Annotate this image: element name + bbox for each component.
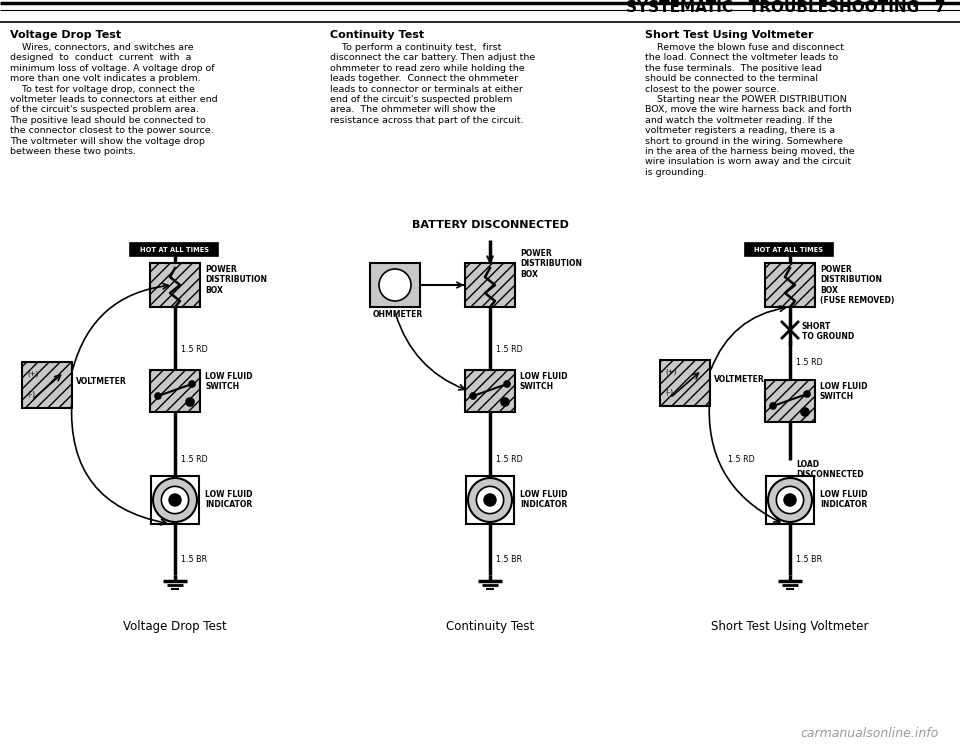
Text: HOT AT ALL TIMES: HOT AT ALL TIMES [139, 246, 208, 252]
Bar [466, 476, 514, 524]
Text: 1.5 RD: 1.5 RD [181, 455, 207, 464]
Bar [765, 263, 815, 307]
Bar [370, 263, 420, 307]
Bar [660, 360, 710, 406]
Text: LOW FLUID
SWITCH: LOW FLUID SWITCH [820, 382, 868, 401]
Bar [766, 476, 814, 524]
Text: SYSTEMATIC   TROUBLESHOOTING   7: SYSTEMATIC TROUBLESHOOTING 7 [626, 0, 945, 14]
Text: (-): (-) [27, 391, 35, 398]
Text: LOAD
DISCONNECTED: LOAD DISCONNECTED [796, 460, 864, 480]
Circle shape [379, 269, 411, 301]
Circle shape [777, 486, 804, 514]
Text: (-): (-) [665, 389, 673, 395]
Bar [22, 362, 72, 408]
Bar [745, 243, 833, 256]
Circle shape [501, 398, 509, 406]
Bar [150, 263, 200, 307]
Bar [150, 370, 200, 412]
Text: LOW FLUID
INDICATOR: LOW FLUID INDICATOR [520, 490, 567, 510]
Circle shape [470, 393, 476, 399]
Circle shape [770, 403, 776, 409]
Circle shape [476, 486, 504, 514]
Circle shape [169, 494, 181, 506]
Text: POWER
DISTRIBUTION
BOX
(FUSE REMOVED): POWER DISTRIBUTION BOX (FUSE REMOVED) [820, 265, 895, 305]
Text: OHMMETER: OHMMETER [373, 310, 423, 319]
Text: HOT AT ALL TIMES: HOT AT ALL TIMES [755, 246, 824, 252]
Text: 1.5 RD: 1.5 RD [729, 455, 755, 464]
Text: Remove the blown fuse and disconnect
the load. Connect the voltmeter leads to
th: Remove the blown fuse and disconnect the… [645, 43, 854, 177]
Text: SHORT
TO GROUND: SHORT TO GROUND [802, 322, 854, 342]
Text: LOW FLUID
INDICATOR: LOW FLUID INDICATOR [205, 490, 252, 510]
Text: 1.5 BR: 1.5 BR [496, 555, 522, 564]
Text: Continuity Test: Continuity Test [445, 620, 534, 633]
Bar [151, 476, 199, 524]
Text: (+): (+) [27, 371, 38, 377]
Bar [465, 263, 515, 307]
Text: 1.5 RD: 1.5 RD [181, 345, 207, 354]
Text: Short Test Using Voltmeter: Short Test Using Voltmeter [711, 620, 869, 633]
Text: LOW FLUID
SWITCH: LOW FLUID SWITCH [520, 372, 567, 392]
Text: Voltage Drop Test: Voltage Drop Test [10, 30, 121, 40]
Bar [130, 243, 218, 256]
Text: POWER
DISTRIBUTION
BOX: POWER DISTRIBUTION BOX [205, 265, 267, 295]
Text: 1.5 RD: 1.5 RD [796, 358, 823, 367]
Text: VOLTMETER: VOLTMETER [714, 374, 765, 383]
Text: Wires, connectors, and switches are
designed  to  conduct  current  with  a
mini: Wires, connectors, and switches are desi… [10, 43, 218, 156]
Circle shape [186, 398, 194, 406]
Text: Short Test Using Voltmeter: Short Test Using Voltmeter [645, 30, 813, 40]
Circle shape [189, 381, 195, 387]
Text: To perform a continuity test,  first
disconnect the car battery. Then adjust the: To perform a continuity test, first disc… [330, 43, 536, 125]
Circle shape [153, 478, 197, 522]
Text: 1.5 BR: 1.5 BR [181, 555, 207, 564]
Circle shape [504, 381, 510, 387]
Text: (+): (+) [665, 369, 677, 375]
Circle shape [783, 494, 796, 506]
Circle shape [155, 393, 161, 399]
Circle shape [801, 408, 809, 416]
Text: LOW FLUID
INDICATOR: LOW FLUID INDICATOR [820, 490, 868, 510]
Circle shape [484, 494, 496, 506]
Bar [765, 380, 815, 422]
Circle shape [768, 478, 812, 522]
Text: POWER
DISTRIBUTION
BOX: POWER DISTRIBUTION BOX [520, 249, 582, 279]
Circle shape [161, 486, 188, 514]
Text: 1.5 BR: 1.5 BR [796, 555, 822, 564]
Text: 1.5 RD: 1.5 RD [496, 455, 523, 464]
Circle shape [468, 478, 512, 522]
Text: 1.5 RD: 1.5 RD [496, 345, 523, 354]
Text: carmanualsonline.info: carmanualsonline.info [801, 727, 939, 740]
Text: LOW FLUID
SWITCH: LOW FLUID SWITCH [205, 372, 252, 392]
Circle shape [804, 391, 810, 397]
Text: Continuity Test: Continuity Test [330, 30, 424, 40]
Text: BATTERY DISCONNECTED: BATTERY DISCONNECTED [412, 220, 568, 230]
Text: Voltage Drop Test: Voltage Drop Test [123, 620, 227, 633]
Bar [465, 370, 515, 412]
Text: VOLTMETER: VOLTMETER [76, 377, 127, 386]
